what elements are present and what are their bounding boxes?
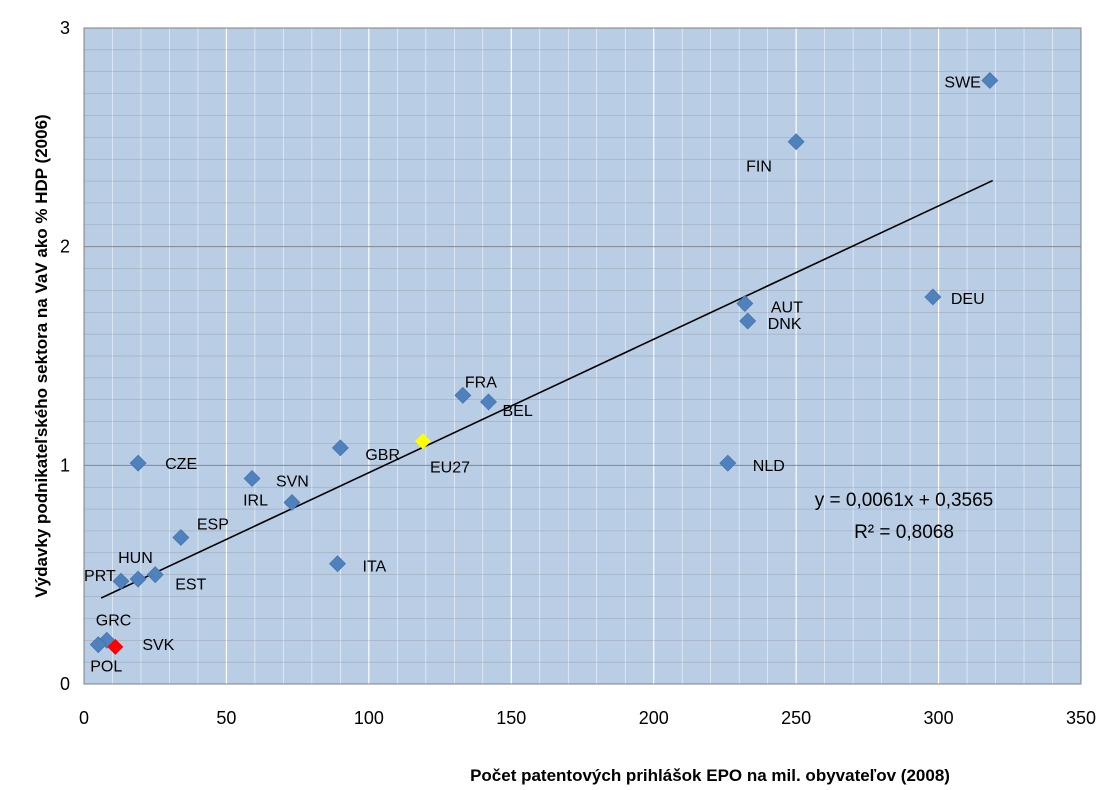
x-tick-label: 50 [216,708,236,728]
data-point-aut [736,295,754,312]
data-point-esp [172,529,190,546]
data-points [89,72,999,655]
x-tick-label: 150 [496,708,526,728]
plot-border [83,27,1082,685]
data-point-nld [719,454,737,472]
data-point-prt [112,572,130,590]
data-point-dnk [739,312,757,330]
data-point-bel [480,393,497,411]
point-label-aut: AUT [771,300,803,317]
point-label-dnk: DNK [768,316,802,333]
data-point-irl [243,470,261,487]
point-label-hun: HUN [118,550,153,567]
point-label-esp: ESP [197,516,229,533]
point-label-pol: POL [90,659,122,676]
point-label-deu: DEU [951,291,985,308]
data-point-grc [98,631,116,649]
data-point-deu [924,288,942,306]
r-squared: R² = 0,8068 [854,522,954,543]
data-point-svk [107,638,124,655]
trendline [100,179,994,599]
data-point-svn [283,494,301,511]
point-label-swe: SWE [944,74,980,91]
data-point-hun [129,570,147,588]
data-point-eu27 [414,433,431,450]
point-label-svk: SVK [142,637,174,654]
data-point-fra [454,386,472,404]
point-label-fra: FRA [465,374,497,391]
data-point-cze [129,454,147,472]
point-label-gbr: GBR [365,447,400,464]
data-point-est [146,566,164,584]
x-tick-label: 350 [1066,708,1096,728]
point-label-grc: GRC [96,612,132,629]
y-tick-label: 2 [60,237,70,257]
grid-lines [84,28,1081,684]
x-tick-label: 0 [79,708,89,728]
point-label-est: EST [175,577,206,594]
point-label-fin: FIN [746,159,772,176]
x-tick-labels: 0 50 100 150 200 250 300 350 [79,708,1096,728]
x-tick-label: 300 [924,708,954,728]
y-tick-label: 1 [60,455,70,475]
data-point-swe [981,72,999,89]
x-tick-label: 100 [354,708,384,728]
y-tick-label: 3 [60,18,70,38]
point-label-irl: IRL [243,492,268,509]
data-point-pol [89,636,107,654]
point-label-ita: ITA [363,559,387,576]
point-label-prt: PRT [84,568,116,585]
y-tick-labels: 0 1 2 3 [60,18,70,694]
trendline-equation: y = 0,0061x + 0,3565 [815,490,994,511]
point-label-nld: NLD [753,458,785,475]
data-point-gbr [331,439,349,457]
data-point-ita [329,555,346,573]
point-label-eu27: EU27 [430,459,470,476]
data-point-fin [787,133,805,151]
x-tick-label: 250 [781,708,811,728]
y-axis-title: Výdavky podnikateľského sektora na VaV a… [32,114,51,597]
x-tick-label: 200 [639,708,669,728]
y-tick-label: 0 [60,674,70,694]
point-label-svn: SVN [276,474,309,491]
point-label-cze: CZE [165,456,197,473]
point-label-bel: BEL [502,403,532,420]
x-axis-title: Počet patentových prihlášok EPO na mil. … [470,766,950,785]
